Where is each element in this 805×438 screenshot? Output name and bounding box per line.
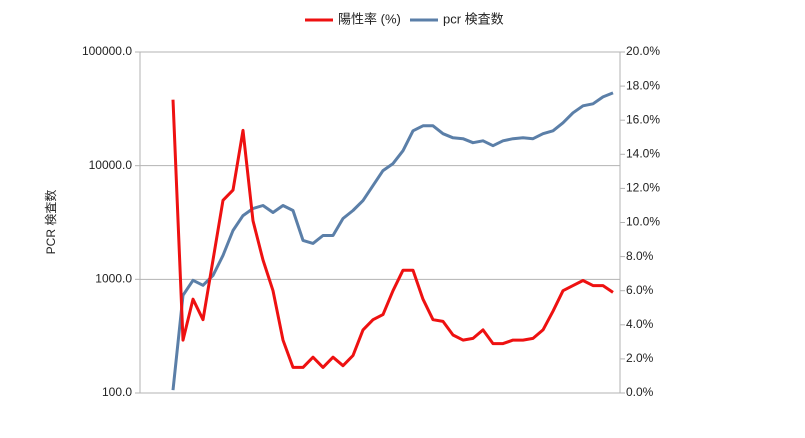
y2-tick-label: 6.0% — [626, 283, 654, 297]
y-tick-label: 100000.0 — [82, 44, 132, 58]
y-tick-label: 100.0 — [102, 385, 132, 399]
y-axis-label: PCR 検査数 — [43, 190, 58, 255]
series-line — [171, 91, 614, 391]
y2-tick-label: 10.0% — [626, 215, 660, 229]
y2-tick-label: 8.0% — [626, 249, 654, 263]
y-tick-label: 10000.0 — [89, 158, 133, 172]
y2-tick-label: 16.0% — [626, 112, 660, 126]
legend-label: pcr 検査数 — [443, 11, 504, 26]
y2-tick-label: 0.0% — [626, 385, 654, 399]
series-line — [171, 99, 614, 369]
legend-label: 陽性率 (%) — [338, 11, 401, 26]
y-tick-label: 1000.0 — [95, 272, 132, 286]
y2-tick-label: 2.0% — [626, 351, 654, 365]
y2-tick-label: 12.0% — [626, 181, 660, 195]
y2-tick-label: 14.0% — [626, 146, 660, 160]
y2-tick-label: 4.0% — [626, 317, 654, 331]
y2-tick-label: 20.0% — [626, 44, 660, 58]
y2-tick-label: 18.0% — [626, 78, 660, 92]
